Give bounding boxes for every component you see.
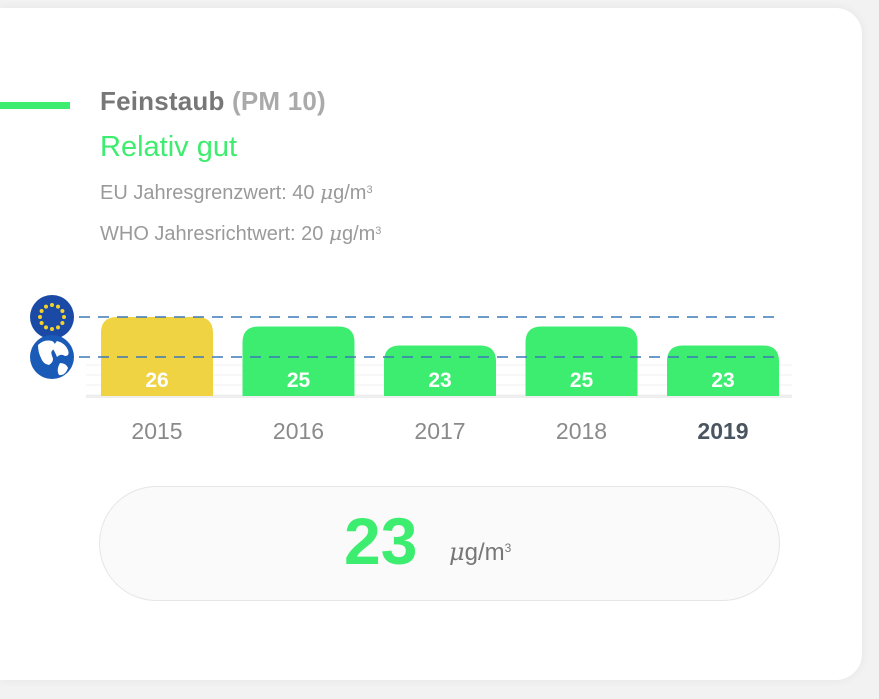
eu-star: [56, 325, 60, 330]
accent-bar: [0, 102, 70, 109]
bar-label-2015: 26: [145, 369, 168, 392]
tick-label-2017: 2017: [414, 418, 465, 444]
tick-label-2016: 2016: [273, 418, 324, 444]
current-value: 23: [344, 504, 418, 578]
bar-label-2019: 23: [711, 369, 734, 392]
tick-label-2015: 2015: [131, 418, 182, 444]
globe-landmass: [53, 341, 69, 357]
eu-star: [60, 309, 65, 313]
bar-label-2018: 25: [570, 369, 594, 392]
bar-2017: [384, 345, 496, 396]
eu-limit-text: EU Jahresgrenzwert: 40 μg/m3: [100, 180, 373, 204]
eu-star: [60, 321, 65, 325]
eu-star: [39, 321, 44, 325]
globe-landmass: [57, 363, 68, 376]
eu-flag-icon: [30, 295, 74, 339]
eu-star: [44, 304, 48, 309]
eu-star: [38, 315, 42, 319]
eu-star: [50, 327, 54, 331]
bar-label-2017: 23: [428, 369, 451, 392]
tick-label-2018: 2018: [556, 418, 607, 444]
yearly-bar-chart: 26 2015 25 2016 23 2017 25 2018 23 2019: [30, 295, 792, 444]
quality-status: Relativ gut: [100, 131, 238, 163]
eu-star: [44, 325, 48, 330]
bar-2019: [667, 345, 779, 396]
pollutant-code: (PM 10): [232, 86, 326, 116]
eu-star: [50, 303, 54, 307]
pollutant-name: Feinstaub: [100, 86, 225, 116]
who-limit-text: WHO Jahresrichtwert: 20 μg/m3: [100, 221, 382, 245]
pollutant-title: Feinstaub (PM 10): [100, 86, 326, 117]
eu-star: [62, 315, 66, 319]
eu-star: [56, 304, 60, 309]
current-unit: μg/m3: [449, 538, 512, 566]
bar-2018: [525, 326, 638, 396]
eu-star: [39, 309, 44, 313]
globe-landmass: [38, 340, 56, 365]
tick-label-2019: 2019: [697, 418, 748, 444]
bar-label-2016: 25: [287, 369, 311, 392]
current-value-box: [99, 486, 780, 601]
bar-2016: [242, 326, 355, 396]
